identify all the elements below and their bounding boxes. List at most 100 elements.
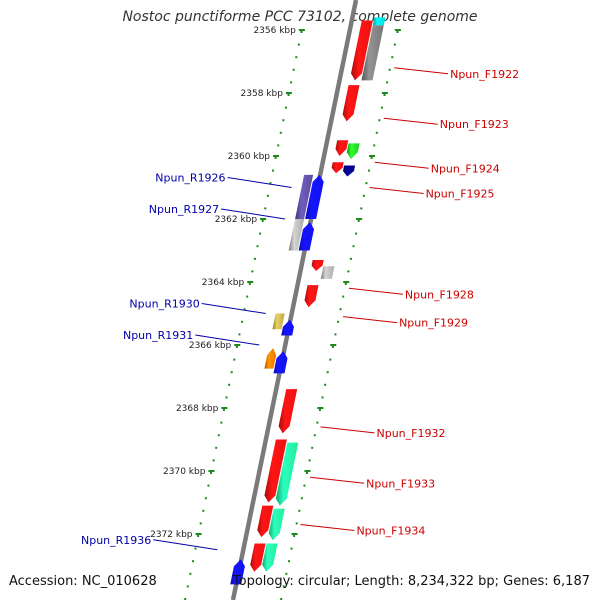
leader-line-left	[153, 539, 218, 551]
tick-dot-right	[326, 371, 329, 374]
tick-dot-left	[261, 220, 264, 222]
tick-dot-left	[256, 245, 259, 248]
gene-arrow-f2	[343, 165, 356, 177]
genome-backbone	[230, 0, 359, 600]
gene-arrow-f2	[372, 17, 386, 26]
tick-dot-left	[297, 43, 300, 46]
gene-label-right: Npun_F1925	[426, 188, 495, 201]
tick-dot-right	[368, 169, 371, 172]
leader-line-right	[320, 426, 375, 434]
gene-arrow-f1	[311, 260, 324, 271]
gene-arrow-f2	[320, 266, 335, 279]
tick-dot-left	[225, 396, 228, 399]
tick-dot-left	[279, 131, 282, 134]
tick-dot-left	[230, 371, 233, 374]
tick-dot-left	[207, 484, 210, 487]
topology-text: Topology: circular; Length: 8,234,322 bp…	[232, 574, 590, 589]
gene-label-right: Npun_F1929	[399, 317, 468, 330]
gene-label-right: Npun_F1922	[450, 68, 519, 81]
gene-arrow-r2	[272, 313, 285, 330]
tick-dot-left	[233, 358, 236, 361]
kbp-labels: 2356 kbp 2358 kbp 2360 kbp 2362 kbp 2364 kbp…	[150, 26, 401, 540]
tick-dot-left	[238, 333, 241, 336]
tick-dot-right	[331, 346, 334, 348]
tick-line-right	[280, 31, 399, 600]
gene-arrow-f1	[351, 20, 373, 81]
tick-line-left	[184, 31, 303, 600]
tick-dot-left	[295, 56, 298, 59]
tick-dot-right	[391, 56, 394, 59]
gene-arrow-r1	[305, 174, 324, 219]
gene-arrow-r2	[295, 174, 314, 219]
tick-dot-left	[186, 585, 189, 588]
leader-line-right	[300, 524, 355, 532]
gene-label-left: Npun_R1930	[129, 298, 199, 311]
gene-arrow-f2	[361, 25, 384, 81]
tick-dot-right	[342, 295, 345, 298]
leader-line-left	[201, 303, 266, 314]
leader-line-right	[348, 287, 403, 295]
tick-dot-right	[347, 270, 350, 273]
gene-label-left: Npun_R1936	[81, 534, 151, 547]
tick-dot-left	[284, 106, 287, 109]
genes-layer	[230, 17, 386, 585]
tick-dot-right	[365, 182, 368, 185]
gene-label-right: Npun_F1928	[405, 288, 474, 301]
leader-line-left	[227, 177, 292, 188]
leader-line-right	[383, 117, 438, 125]
gene-arrow-r2	[288, 219, 305, 251]
tick-dot-left	[217, 434, 220, 437]
tick-dot-right	[396, 31, 399, 33]
gene-arrow-f1	[304, 285, 319, 308]
tick-dot-right	[303, 484, 306, 487]
gene-label-right: Npun_F1932	[376, 427, 445, 440]
tick-dot-right	[293, 535, 296, 537]
tick-dot-left	[215, 446, 218, 449]
kbp-label: 2356 kbp	[253, 26, 296, 36]
tick-dot-right	[334, 333, 337, 336]
tick-dot-right	[298, 509, 301, 512]
tick-dot-left	[191, 560, 194, 563]
tick-dot-right	[388, 68, 391, 71]
tick-dot-right	[290, 547, 293, 550]
tick-dot-left	[202, 509, 205, 512]
tick-dot-right	[378, 119, 381, 122]
gene-label-right: Npun_F1934	[356, 525, 425, 538]
tick-dot-right	[295, 522, 298, 525]
tick-dot-right	[380, 106, 383, 109]
tick-dot-left	[199, 522, 202, 525]
kbp-label: 2370 kbp	[163, 467, 206, 477]
tick-dot-right	[357, 220, 360, 222]
gene-arrow-f1	[331, 162, 344, 174]
tick-dot-left	[251, 270, 254, 273]
tick-dot-left	[197, 535, 200, 537]
tick-dot-right	[339, 308, 342, 311]
tick-dot-left	[248, 283, 251, 285]
tick-dot-right	[306, 472, 309, 474]
gene-label-right: Npun_F1924	[431, 162, 500, 175]
tick-dot-right	[352, 245, 355, 248]
tick-dot-left	[189, 572, 192, 575]
tick-dot-right	[313, 434, 316, 437]
tick-dot-right	[349, 257, 352, 260]
tick-dot-left	[235, 346, 238, 348]
tick-dot-left	[222, 409, 225, 411]
tick-dot-right	[318, 409, 321, 411]
gene-arrow-f1	[335, 140, 349, 156]
tick-dot-right	[321, 396, 324, 399]
tick-dot-left	[246, 295, 249, 298]
kbp-label: 2372 kbp	[150, 530, 193, 540]
tick-dot-left	[264, 207, 267, 210]
tick-dot-left	[228, 383, 231, 386]
tick-dot-right	[311, 446, 314, 449]
tick-dot-left	[272, 169, 275, 172]
tick-dot-left	[266, 194, 269, 197]
kbp-label: 2362 kbp	[215, 215, 258, 225]
tick-dot-left	[194, 547, 197, 550]
tick-dot-left	[259, 232, 262, 235]
tick-dot-right	[375, 131, 378, 134]
gene-arrow-r1	[273, 351, 288, 374]
gene-arrow-f2	[262, 543, 278, 572]
kbp-label: 2358 kbp	[241, 89, 284, 99]
